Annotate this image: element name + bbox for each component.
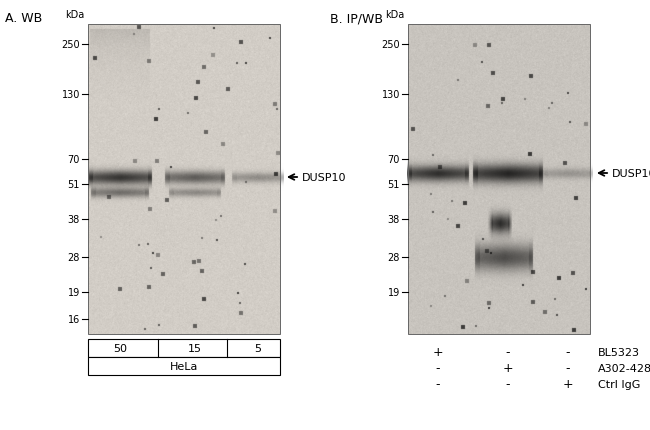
Text: -: - bbox=[506, 346, 510, 359]
Text: -: - bbox=[506, 378, 510, 390]
Text: +: + bbox=[433, 346, 443, 359]
Text: B. IP/WB: B. IP/WB bbox=[330, 12, 383, 25]
Text: 130: 130 bbox=[62, 90, 80, 100]
Text: 19: 19 bbox=[388, 287, 400, 297]
Text: 250: 250 bbox=[382, 40, 400, 50]
Text: 250: 250 bbox=[61, 40, 80, 50]
Bar bbox=[408, 25, 590, 334]
Text: 5: 5 bbox=[255, 343, 261, 353]
Text: DUSP10: DUSP10 bbox=[302, 172, 346, 183]
Text: -: - bbox=[566, 362, 570, 375]
Text: HeLa: HeLa bbox=[170, 361, 198, 371]
Text: 51: 51 bbox=[68, 180, 80, 190]
Text: A302-428A: A302-428A bbox=[598, 363, 650, 373]
Text: kDa: kDa bbox=[65, 10, 84, 20]
Text: -: - bbox=[436, 362, 440, 375]
Bar bbox=[88, 339, 280, 357]
Text: +: + bbox=[563, 378, 573, 390]
Text: 16: 16 bbox=[68, 314, 80, 324]
Text: BL5323: BL5323 bbox=[598, 347, 640, 357]
Bar bbox=[88, 25, 280, 334]
Text: 70: 70 bbox=[387, 155, 400, 165]
Text: 50: 50 bbox=[113, 343, 127, 353]
Text: +: + bbox=[502, 362, 514, 375]
Text: 51: 51 bbox=[387, 180, 400, 190]
Text: 38: 38 bbox=[388, 215, 400, 224]
Text: 70: 70 bbox=[68, 155, 80, 165]
Text: 38: 38 bbox=[68, 215, 80, 224]
Text: -: - bbox=[436, 378, 440, 390]
Text: kDa: kDa bbox=[385, 10, 404, 20]
Text: Ctrl IgG: Ctrl IgG bbox=[598, 379, 640, 389]
Text: 15: 15 bbox=[188, 343, 202, 353]
Text: 28: 28 bbox=[68, 252, 80, 262]
Text: DUSP10: DUSP10 bbox=[612, 169, 650, 178]
Text: 28: 28 bbox=[387, 252, 400, 262]
Text: 19: 19 bbox=[68, 287, 80, 297]
Text: 130: 130 bbox=[382, 90, 400, 100]
Text: -: - bbox=[566, 346, 570, 359]
Text: A. WB: A. WB bbox=[5, 12, 42, 25]
Bar bbox=[88, 357, 280, 375]
